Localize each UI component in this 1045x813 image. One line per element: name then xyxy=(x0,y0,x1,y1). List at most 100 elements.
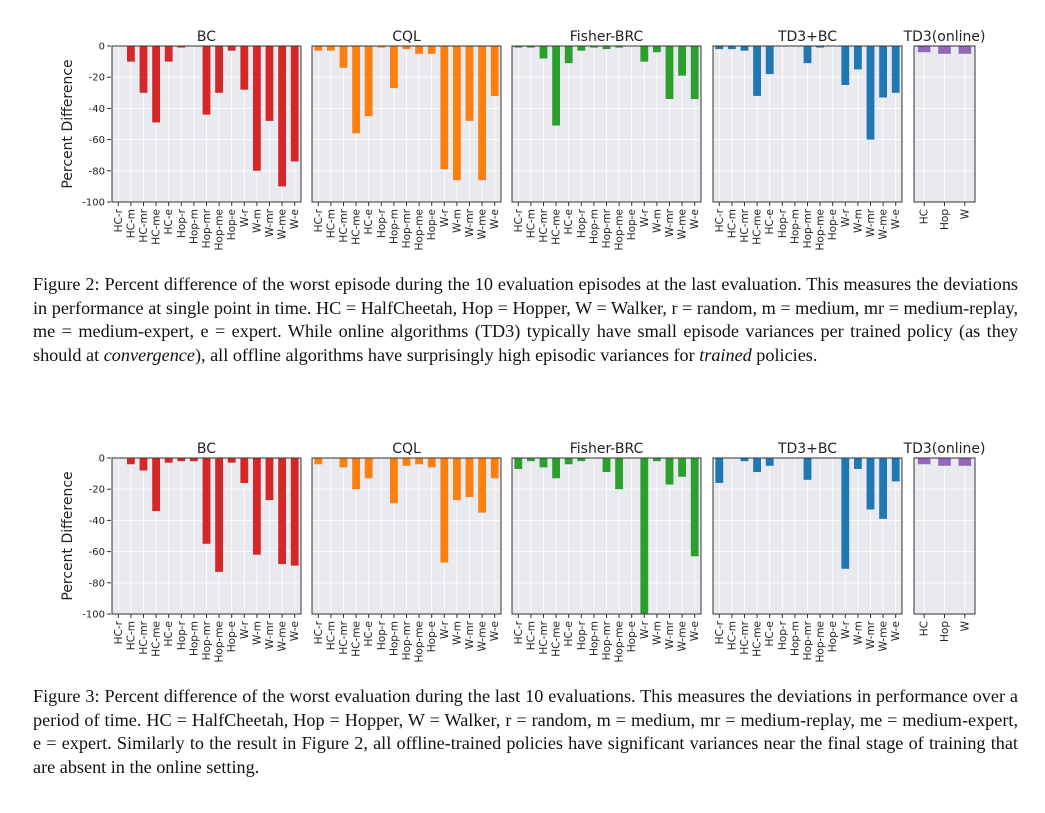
bar xyxy=(227,458,236,463)
bar xyxy=(891,458,900,482)
x-tick-label: HC-r xyxy=(113,208,125,232)
bar xyxy=(816,46,825,48)
x-tick-label: HC-me xyxy=(752,621,764,657)
x-tick-label: HC-r xyxy=(513,208,525,232)
x-tick-label: Hop-m xyxy=(188,209,200,244)
x-tick-label: HC-m xyxy=(325,621,337,650)
figure-3: Percent Difference 0 -20 -40 -60 -80 -100 BC HC-… xyxy=(0,412,1045,812)
bar xyxy=(265,46,274,121)
x-tick-label: HC-me xyxy=(752,209,764,245)
x-tick-label: HC-mr xyxy=(338,620,350,654)
caption-text: policies. xyxy=(751,344,818,365)
bar xyxy=(415,458,424,465)
x-tick-label: W xyxy=(959,620,971,631)
bar xyxy=(164,458,173,463)
x-tick-label: HC-m xyxy=(125,209,137,238)
bar xyxy=(765,46,774,75)
x-tick-label: HC-me xyxy=(551,621,563,657)
x-tick-label: W-m xyxy=(651,209,663,233)
x-tick-label: HC-m xyxy=(325,209,337,238)
x-tick-label: W-r xyxy=(239,620,251,639)
bar xyxy=(352,458,361,490)
bar xyxy=(339,46,348,68)
bar xyxy=(753,46,762,96)
x-tick-label: HC xyxy=(919,621,931,636)
x-tick-label: HC xyxy=(919,209,931,224)
bar xyxy=(389,46,398,89)
panel-title: BC xyxy=(197,441,216,457)
x-tick-label: Hop-r xyxy=(777,208,789,238)
x-tick-label: Hop-me xyxy=(614,621,626,662)
x-tick-label: W-e xyxy=(890,209,902,229)
bar xyxy=(879,46,888,98)
x-tick-label: W-me xyxy=(878,209,890,239)
bar xyxy=(202,46,211,115)
bar xyxy=(577,458,586,462)
bar xyxy=(715,458,724,483)
x-tick-label: HC-mr xyxy=(338,208,350,242)
bar xyxy=(958,46,972,54)
bar xyxy=(602,46,611,50)
bar xyxy=(440,458,449,563)
bar xyxy=(215,458,224,572)
bar xyxy=(715,46,724,50)
bar xyxy=(189,458,198,462)
x-tick-label: W-me xyxy=(677,621,689,651)
x-tick-label: W-e xyxy=(890,621,902,641)
bar xyxy=(564,46,573,64)
bar xyxy=(853,458,862,469)
x-tick-label: HC-mr xyxy=(739,620,751,654)
bar xyxy=(490,46,499,96)
bar xyxy=(389,458,398,504)
bar xyxy=(678,46,687,76)
panel-title: TD3(online) xyxy=(903,441,986,457)
bar xyxy=(427,458,436,468)
x-tick-label: Hop-e xyxy=(626,209,638,240)
x-tick-label: HC-mr xyxy=(538,208,550,242)
x-tick-label: Hop-me xyxy=(414,209,426,250)
x-tick-label: W-me xyxy=(878,621,890,651)
bar xyxy=(252,458,261,555)
bar xyxy=(177,46,186,48)
x-tick-label: W-e xyxy=(689,209,701,229)
bar xyxy=(364,458,373,479)
x-tick-label: W-mr xyxy=(464,208,476,237)
x-tick-label: HC-e xyxy=(563,209,575,234)
x-tick-label: Hop-mr xyxy=(601,208,613,248)
x-tick-label: HC-r xyxy=(113,620,125,644)
x-tick-label: Hop-r xyxy=(176,620,188,650)
figure-3-chart: Percent Difference 0 -20 -40 -60 -80 -100 BC HC-… xyxy=(60,441,986,662)
x-tick-label: W-mr xyxy=(865,620,877,649)
x-tick-label: W-me xyxy=(677,209,689,239)
bar xyxy=(240,458,249,483)
x-tick-label: W xyxy=(959,208,971,219)
x-tick-label: Hop-e xyxy=(827,621,839,652)
x-tick-label: Hop-m xyxy=(588,621,600,656)
bar xyxy=(841,458,850,569)
x-tick-label: HC-me xyxy=(151,621,163,657)
x-tick-label: W-e xyxy=(689,621,701,641)
y-tick-label: -20 xyxy=(89,73,105,84)
y-tick-label: -80 xyxy=(89,578,105,589)
x-tick-label: Hop-me xyxy=(214,621,226,662)
x-tick-label: Hop-me xyxy=(414,621,426,662)
x-tick-label: Hop-mr xyxy=(802,620,814,660)
x-tick-label: HC-e xyxy=(764,621,776,646)
x-tick-label: Hop-e xyxy=(426,621,438,652)
bar xyxy=(615,458,624,490)
x-tick-label: Hop-r xyxy=(376,620,388,650)
x-tick-label: Hop-mr xyxy=(401,620,413,660)
x-tick-label: Hop-me xyxy=(815,621,827,662)
x-tick-label: W-e xyxy=(289,209,301,229)
x-tick-label: Hop-m xyxy=(188,621,200,656)
bar xyxy=(364,46,373,117)
y-tick-label: -100 xyxy=(82,610,105,621)
bar xyxy=(526,458,535,462)
bar xyxy=(514,458,523,469)
bar xyxy=(152,458,161,512)
bar xyxy=(640,46,649,62)
x-tick-label: W-me xyxy=(277,621,289,651)
bar xyxy=(539,458,548,468)
panel-bc: BC HC-r HC-m HC-mr HC-me HC-e Hop-r Hop-m Hop-mr… xyxy=(111,441,302,662)
